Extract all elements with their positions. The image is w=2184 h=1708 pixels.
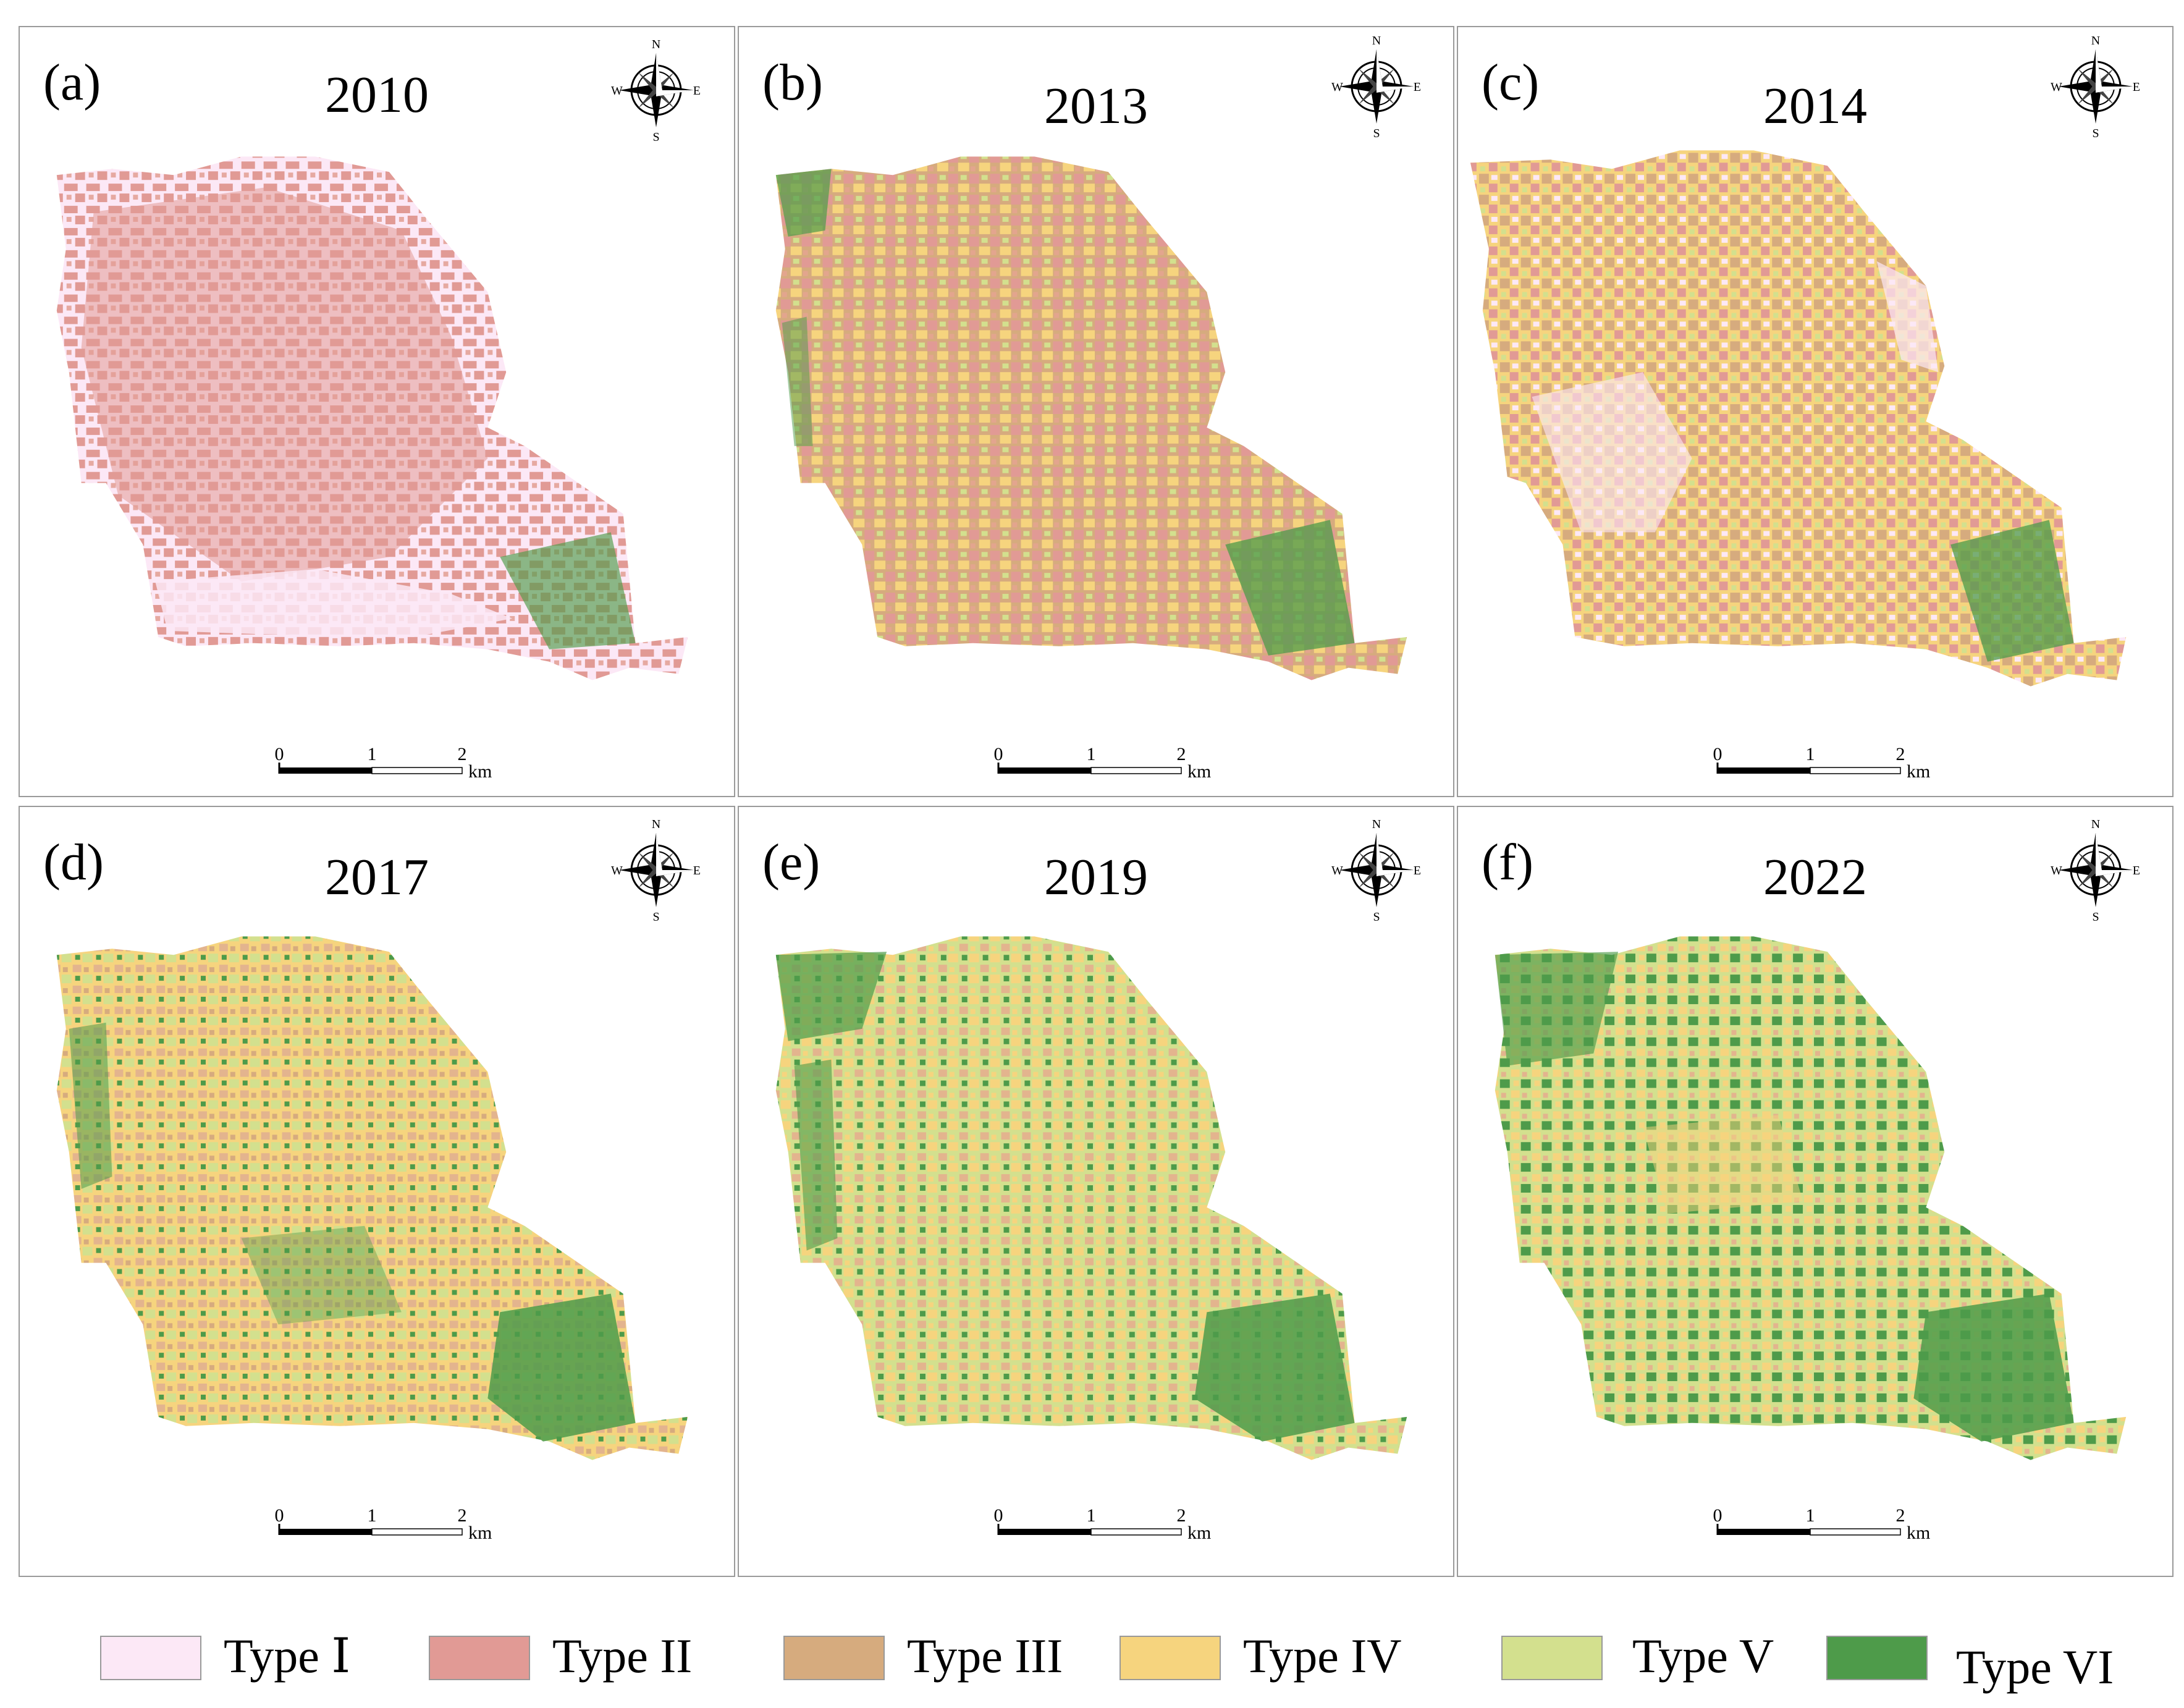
compass-rose-icon: N S E W: [610, 35, 702, 143]
scale-bar: 0 1 2 km: [275, 1499, 514, 1549]
svg-text:N: N: [652, 38, 660, 51]
svg-text:1: 1: [368, 1505, 377, 1526]
svg-text:1: 1: [1087, 1505, 1096, 1526]
legend-label: Type II: [552, 1629, 693, 1683]
svg-text:km: km: [468, 1523, 492, 1543]
region-map: [56, 156, 688, 680]
svg-text:E: E: [693, 864, 701, 877]
svg-text:2: 2: [1177, 1505, 1186, 1526]
svg-text:E: E: [2133, 80, 2140, 94]
legend: Type Ⅰ Type II Type III Type IV Type V T…: [0, 1616, 2184, 1696]
svg-text:W: W: [1331, 864, 1343, 877]
legend-swatch: [1119, 1636, 1221, 1680]
legend-swatch: [100, 1636, 201, 1680]
legend-label: Type VI: [1956, 1640, 2114, 1694]
svg-text:S: S: [1373, 127, 1380, 139]
svg-text:0: 0: [1713, 1505, 1722, 1526]
scale-bar: 0 1 2 km: [1713, 738, 1952, 787]
svg-text:W: W: [1331, 80, 1343, 94]
legend-label: Type IV: [1243, 1629, 1402, 1683]
svg-text:km: km: [468, 761, 492, 782]
svg-text:0: 0: [275, 1505, 284, 1526]
svg-text:E: E: [2133, 864, 2140, 877]
svg-text:1: 1: [1087, 744, 1096, 764]
svg-text:S: S: [2092, 127, 2099, 139]
map-panel-d: (d) 2017 N S E W 0 1 2 km: [19, 806, 735, 1577]
svg-text:0: 0: [994, 1505, 1003, 1526]
svg-text:W: W: [2051, 80, 2062, 94]
legend-label: Type III: [907, 1629, 1063, 1683]
panel-year: 2010: [325, 66, 429, 124]
map-panel-c: (c) 2014 N S E W 0 1 2 km: [1457, 26, 2173, 797]
svg-text:W: W: [611, 864, 623, 877]
panel-label: (e): [762, 834, 820, 891]
legend-swatch: [1826, 1636, 1928, 1680]
compass-rose-icon: N S E W: [610, 814, 702, 923]
map-panel-b: (b) 2013 N S E W 0 1 2 km: [738, 26, 1454, 797]
legend-swatch: [783, 1636, 885, 1680]
panel-year: 2014: [1763, 77, 1867, 135]
scale-bar: 0 1 2 km: [994, 1499, 1233, 1549]
compass-rose-icon: N S E W: [1330, 814, 1423, 923]
region-map: [1495, 936, 2127, 1460]
panel-label: (f): [1482, 834, 1533, 891]
panel-label: (b): [762, 54, 823, 111]
compass-rose-icon: N S E W: [2049, 814, 2142, 923]
svg-text:0: 0: [275, 744, 284, 764]
map-panel-f: (f) 2022 N S E W 0 1 2 km: [1457, 806, 2173, 1577]
svg-text:1: 1: [1806, 1505, 1815, 1526]
svg-text:W: W: [611, 84, 623, 98]
svg-text:km: km: [1187, 761, 1211, 782]
svg-text:N: N: [1372, 34, 1381, 48]
region-map: [56, 936, 688, 1460]
panel-label: (d): [43, 834, 104, 891]
svg-text:N: N: [1372, 818, 1381, 831]
svg-text:N: N: [652, 818, 660, 831]
scale-bar: 0 1 2 km: [275, 738, 514, 787]
scale-bar: 0 1 2 km: [994, 738, 1233, 787]
svg-text:E: E: [1414, 864, 1421, 877]
legend-swatch: [1501, 1636, 1603, 1680]
svg-text:km: km: [1907, 1523, 1930, 1543]
svg-text:2: 2: [1177, 744, 1186, 764]
legend-label: Type Ⅰ: [224, 1629, 351, 1683]
panel-year: 2017: [325, 848, 429, 906]
svg-text:km: km: [1907, 761, 1930, 782]
panel-label: (a): [43, 54, 101, 111]
panel-year: 2022: [1763, 848, 1867, 906]
compass-rose-icon: N S E W: [1330, 31, 1423, 139]
svg-text:0: 0: [1713, 744, 1722, 764]
region-map: [1470, 150, 2127, 687]
panel-label: (c): [1482, 54, 1540, 111]
map-panel-e: (e) 2019 N S E W 0 1 2 km: [738, 806, 1454, 1577]
legend-swatch: [429, 1636, 530, 1680]
svg-text:km: km: [1187, 1523, 1211, 1543]
legend-label: Type V: [1632, 1629, 1774, 1683]
svg-text:1: 1: [368, 744, 377, 764]
svg-text:1: 1: [1806, 744, 1815, 764]
svg-text:2: 2: [458, 1505, 467, 1526]
svg-text:2: 2: [458, 744, 467, 764]
compass-rose-icon: N S E W: [2049, 31, 2142, 139]
scale-bar: 0 1 2 km: [1713, 1499, 1952, 1549]
region-map: [775, 156, 1407, 680]
svg-text:S: S: [652, 910, 659, 923]
svg-text:0: 0: [994, 744, 1003, 764]
svg-text:N: N: [2091, 34, 2100, 48]
svg-text:W: W: [2051, 864, 2062, 877]
svg-text:N: N: [2091, 818, 2100, 831]
panel-year: 2013: [1044, 77, 1148, 135]
svg-text:2: 2: [1896, 1505, 1905, 1526]
region-map: [775, 936, 1407, 1460]
panel-year: 2019: [1044, 848, 1148, 906]
svg-text:E: E: [693, 84, 701, 98]
svg-text:S: S: [1373, 910, 1380, 923]
svg-text:2: 2: [1896, 744, 1905, 764]
svg-text:E: E: [1414, 80, 1421, 94]
map-panel-a: (a) 2010 N S E W 0 1 2 km: [19, 26, 735, 797]
svg-text:S: S: [2092, 910, 2099, 923]
svg-text:S: S: [652, 130, 659, 143]
